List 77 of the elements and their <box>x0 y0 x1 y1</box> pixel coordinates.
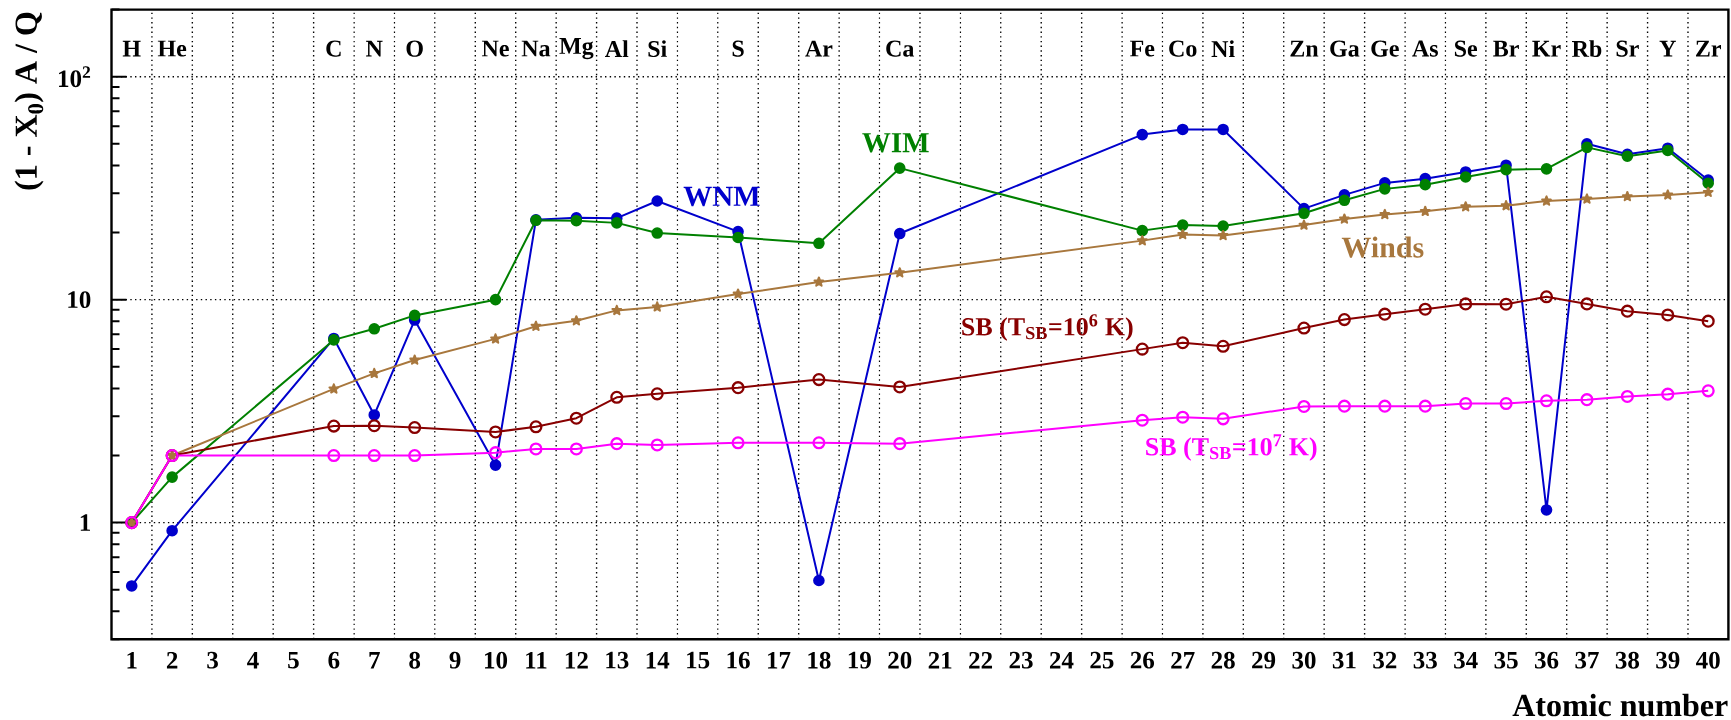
annotation: O <box>406 40 423 57</box>
x-tick-label: 31 <box>1332 651 1356 669</box>
x-tick-label: 19 <box>848 651 871 669</box>
x-tick-label: 26 <box>1130 651 1155 669</box>
x-tick-label: 14 <box>646 651 670 669</box>
x-tick-label: 34 <box>1454 651 1478 669</box>
annotation: Kr <box>1532 40 1561 57</box>
x-tick-label: 4 <box>247 651 259 669</box>
annotation: Y <box>1659 40 1676 57</box>
series-label: SB (T$_{SB}$=10$^{6}$ K) <box>962 314 1133 341</box>
series-label: SB (T$_{SB}$=10$^{7}$ K) <box>1146 434 1317 461</box>
annotation: C <box>326 40 341 57</box>
x-tick-label: 11 <box>526 651 547 669</box>
x-tick-label: 16 <box>727 651 750 669</box>
y-tick-label: 1 <box>80 514 90 531</box>
annotation: Ca <box>886 40 915 57</box>
x-tick-label: 12 <box>565 651 588 669</box>
annotation: Ne <box>481 40 509 57</box>
x-tick-label: 13 <box>606 651 629 669</box>
annotation: H <box>122 40 141 57</box>
x-tick-label: 25 <box>1090 651 1114 669</box>
x-tick-label: 8 <box>409 651 421 669</box>
x-axis-title: Atomic number <box>1512 693 1728 717</box>
x-tick-label: 21 <box>928 651 952 669</box>
x-tick-label: 5 <box>288 651 299 669</box>
x-tick-label: 40 <box>1696 651 1720 669</box>
y-tick-label: 10$^{2}$ <box>59 66 91 88</box>
x-tick-label: 24 <box>1049 651 1074 669</box>
x-tick-label: 3 <box>207 651 218 669</box>
x-tick-label: 27 <box>1171 651 1195 669</box>
x-tick-label: 17 <box>767 651 791 669</box>
annotation: Mg <box>559 38 594 60</box>
x-tick-label: 20 <box>888 651 912 669</box>
x-tick-label: 38 <box>1615 651 1640 669</box>
x-tick-label: 29 <box>1252 651 1276 669</box>
annotation: Sr <box>1616 40 1639 57</box>
annotation: Ge <box>1371 40 1399 57</box>
x-tick-label: 15 <box>687 651 710 669</box>
annotation: Ar <box>805 40 833 57</box>
annotation: Se <box>1454 40 1478 57</box>
series-label: WNM <box>683 186 760 207</box>
x-tick-label: 37 <box>1575 651 1599 669</box>
x-tick-label: 35 <box>1494 651 1518 669</box>
annotation: Zn <box>1290 40 1319 57</box>
annotation: Co <box>1169 40 1197 57</box>
annotation: Zr <box>1696 40 1721 57</box>
annotation: He <box>157 40 187 57</box>
x-tick-label: 22 <box>969 651 993 669</box>
x-tick-label: 23 <box>1009 651 1033 669</box>
annotation: Si <box>648 40 667 58</box>
y-tick-label: 10 <box>68 291 91 309</box>
annotation: Al <box>605 40 629 57</box>
annotation: S <box>732 40 744 57</box>
x-tick-label: 32 <box>1373 651 1397 669</box>
annotation: Na <box>521 40 551 57</box>
x-tick-label: 10 <box>485 651 508 669</box>
x-tick-label: 39 <box>1656 651 1680 669</box>
annotation: Rb <box>1571 40 1602 58</box>
annotation: Ni <box>1211 40 1235 57</box>
annotation: Br <box>1493 40 1519 57</box>
x-tick-label: 30 <box>1292 651 1316 669</box>
x-tick-label: 2 <box>166 651 178 669</box>
annotation: Fe <box>1130 40 1155 57</box>
x-tick-label: 1 <box>127 651 137 669</box>
y-axis-title: (1 - X$_{0}$) A / Q <box>14 12 44 190</box>
x-tick-label: 7 <box>369 652 380 669</box>
x-tick-label: 28 <box>1211 651 1235 669</box>
annotation: Ga <box>1330 40 1360 57</box>
series-label: Winds <box>1341 236 1424 258</box>
annotation: As <box>1412 40 1438 57</box>
x-tick-label: 18 <box>808 651 831 669</box>
series-label: WIM <box>862 133 929 153</box>
annotation: N <box>366 40 383 57</box>
x-tick-label: 6 <box>328 651 340 669</box>
x-tick-label: 33 <box>1413 651 1437 669</box>
x-tick-label: 9 <box>449 651 461 669</box>
x-tick-label: 36 <box>1534 651 1559 669</box>
